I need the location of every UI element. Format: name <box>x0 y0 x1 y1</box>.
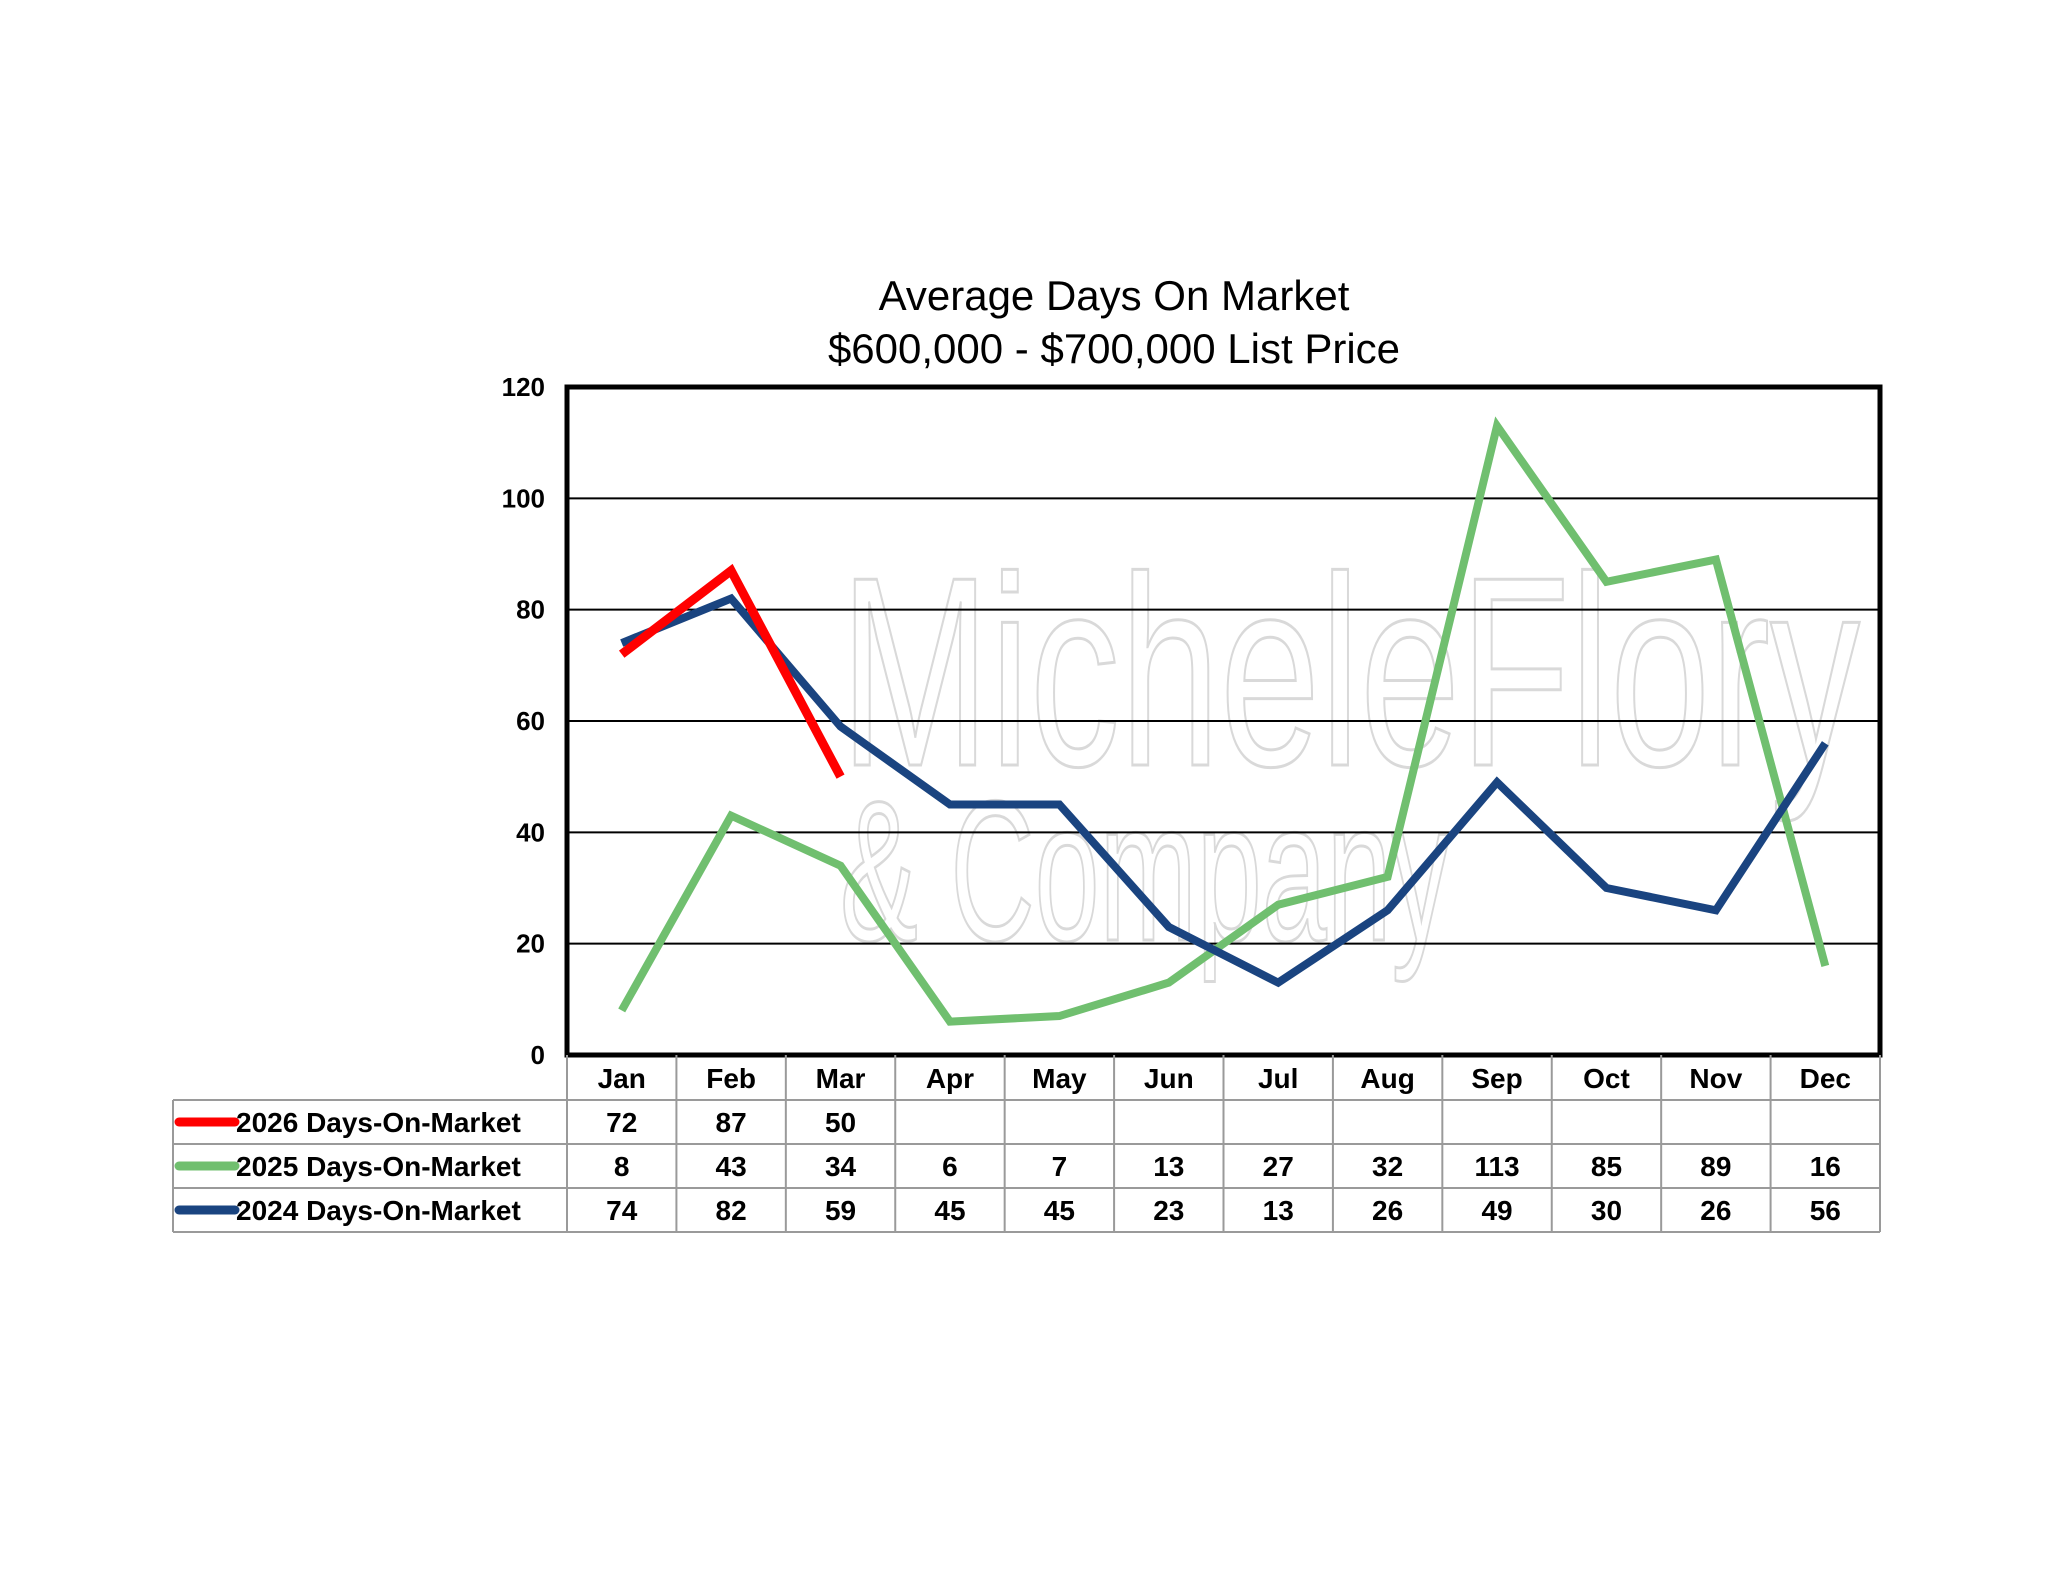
y-axis-ticks: 0 20 40 60 80 100 120 <box>502 372 545 1070</box>
table-cell: 82 <box>716 1195 747 1226</box>
x-tick-label: Nov <box>1689 1063 1742 1094</box>
table-cell: 26 <box>1372 1195 1403 1226</box>
x-tick-label: Aug <box>1360 1063 1414 1094</box>
y-tick-label: 60 <box>516 706 545 736</box>
watermark: MicheleFlory & Company <box>839 521 1862 985</box>
x-tick-label: May <box>1032 1063 1087 1094</box>
table-cell: 56 <box>1810 1195 1841 1226</box>
x-tick-label: Jan <box>598 1063 646 1094</box>
x-tick-label: Feb <box>706 1063 756 1094</box>
table-cell: 43 <box>716 1151 747 1182</box>
table-cell: 23 <box>1153 1195 1184 1226</box>
y-tick-label: 80 <box>516 595 545 625</box>
table-cell: 72 <box>606 1107 637 1138</box>
x-tick-label: Jun <box>1144 1063 1194 1094</box>
y-tick-label: 100 <box>502 483 545 513</box>
table-cell: 27 <box>1263 1151 1294 1182</box>
y-tick-label: 40 <box>516 817 545 847</box>
table-cell: 16 <box>1810 1151 1841 1182</box>
table-cell: 87 <box>716 1107 747 1138</box>
series-line-2026 <box>618 563 845 779</box>
table-cell: 6 <box>942 1151 958 1182</box>
table-cell: 89 <box>1700 1151 1731 1182</box>
table-cell: 50 <box>825 1107 856 1138</box>
x-tick-label: Sep <box>1471 1063 1522 1094</box>
table-cell: 74 <box>606 1195 638 1226</box>
x-tick-label: Jul <box>1258 1063 1298 1094</box>
x-tick-label: Mar <box>816 1063 866 1094</box>
legend-label: 2026 Days-On-Market <box>236 1107 521 1138</box>
y-tick-label: 0 <box>531 1040 545 1070</box>
x-tick-label: Apr <box>926 1063 974 1094</box>
table-cell: 85 <box>1591 1151 1622 1182</box>
y-tick-label: 20 <box>516 929 545 959</box>
x-tick-label: Oct <box>1583 1063 1630 1094</box>
y-tick-label: 120 <box>502 372 545 402</box>
table-cell: 34 <box>825 1151 857 1182</box>
watermark-line-1: MicheleFlory <box>840 522 1860 824</box>
table-cell: 59 <box>825 1195 856 1226</box>
series-lines <box>618 416 1830 1026</box>
table-cell: 8 <box>614 1151 630 1182</box>
chart-subtitle: $600,000 - $700,000 List Price <box>828 325 1400 372</box>
table-cell: 26 <box>1700 1195 1731 1226</box>
table-cell: 49 <box>1481 1195 1512 1226</box>
series-line-2025 <box>618 416 1830 1026</box>
table-cell: 13 <box>1263 1195 1294 1226</box>
table-cell: 32 <box>1372 1151 1403 1182</box>
chart-title: Average Days On Market <box>879 272 1350 319</box>
series-line-2024 <box>620 593 1829 988</box>
x-tick-label: Dec <box>1800 1063 1851 1094</box>
table-cell: 45 <box>1044 1195 1075 1226</box>
legend-label: 2025 Days-On-Market <box>236 1151 521 1182</box>
table-cell: 13 <box>1153 1151 1184 1182</box>
table-cell: 45 <box>934 1195 965 1226</box>
table-cell: 30 <box>1591 1195 1622 1226</box>
data-table: Jan Feb Mar Apr May Jun Jul Aug Sep Oct Nov Dec 2026… <box>172 1055 1881 1233</box>
legend-label: 2024 Days-On-Market <box>236 1195 521 1226</box>
table-cell: 113 <box>1474 1151 1519 1182</box>
table-cell: 7 <box>1052 1151 1068 1182</box>
